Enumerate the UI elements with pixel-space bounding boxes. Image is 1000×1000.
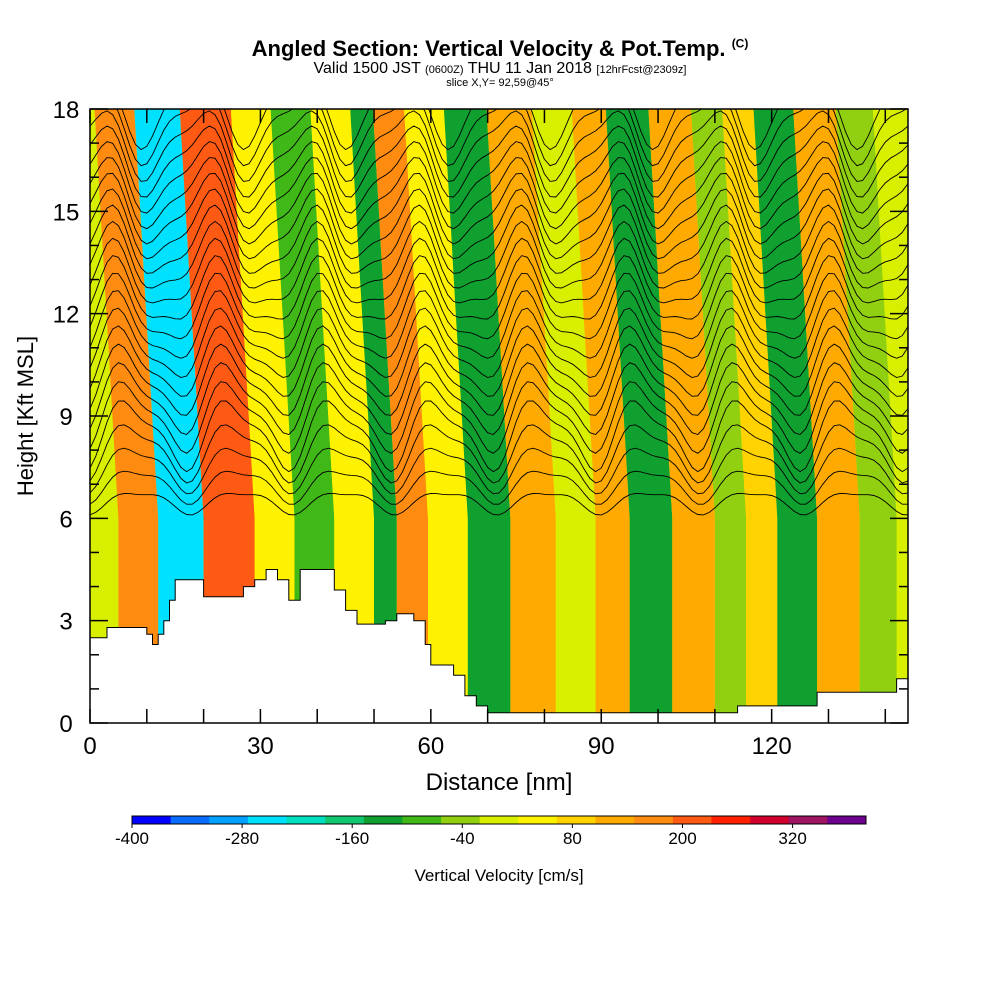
valid-date: THU 11 Jan 2018 bbox=[467, 60, 592, 77]
x-tick-label: 0 bbox=[83, 733, 96, 760]
isentrope bbox=[90, 325, 908, 397]
isentrope bbox=[116, 109, 907, 167]
chart-title: Angled Section: Vertical Velocity & Pot.… bbox=[0, 36, 1000, 62]
colorbar-swatch bbox=[363, 816, 403, 824]
y-tick-label: 12 bbox=[53, 302, 80, 329]
x-tick-label: 30 bbox=[247, 733, 274, 760]
isentrope bbox=[90, 493, 908, 516]
colorbar-swatch bbox=[750, 816, 790, 824]
x-axis: 0 30 60 90 120 bbox=[83, 109, 887, 760]
colorbar-swatch bbox=[556, 816, 597, 824]
isentrope bbox=[90, 141, 908, 214]
colorbar-tick-label: 320 bbox=[778, 829, 806, 848]
colorbar-swatch bbox=[788, 816, 828, 824]
isentrope bbox=[90, 400, 908, 473]
terrain bbox=[90, 569, 908, 723]
isentrope bbox=[90, 125, 908, 198]
colorbar-swatch bbox=[132, 816, 172, 824]
isentrope bbox=[90, 188, 908, 260]
isentrope bbox=[90, 447, 908, 495]
colorbar-swatch bbox=[518, 816, 558, 824]
isentrope bbox=[90, 343, 908, 416]
valid-time: Valid 1500 JST bbox=[313, 60, 421, 77]
y-tick-label: 6 bbox=[59, 506, 72, 533]
velocity-band bbox=[404, 109, 468, 723]
colorbar-tick-label: 80 bbox=[563, 829, 582, 848]
isentrope bbox=[90, 110, 908, 182]
colorbar-tick-label: -400 bbox=[115, 829, 149, 848]
isentrope bbox=[90, 204, 908, 274]
velocity-band bbox=[793, 109, 860, 723]
colorbar-swatch bbox=[711, 816, 751, 824]
chart-title-main: Angled Section: Vertical Velocity & Pot.… bbox=[251, 36, 726, 61]
colorbar-tick-label: -160 bbox=[335, 829, 369, 848]
isentrope bbox=[90, 220, 908, 289]
x-tick-label: 90 bbox=[588, 733, 615, 760]
isentrope bbox=[90, 237, 908, 304]
velocity-band bbox=[372, 109, 428, 723]
y-tick-label: 9 bbox=[59, 404, 72, 431]
velocity-band bbox=[486, 109, 556, 723]
isentrope bbox=[90, 272, 908, 340]
colorbar-swatch bbox=[595, 816, 635, 824]
isentrope bbox=[90, 255, 908, 320]
slice-info: slice X,Y= 92,59@45° bbox=[446, 77, 554, 89]
colorbar-swatch bbox=[209, 816, 249, 824]
velocity-band bbox=[605, 109, 673, 723]
forecast-info: [12hrFcst@2309z] bbox=[596, 64, 687, 76]
x-axis-label: Distance [nm] bbox=[426, 769, 573, 796]
isentrope bbox=[90, 381, 908, 454]
isentrope bbox=[90, 362, 908, 436]
chart-subtitle: Valid 1500 JST (0600Z) THU 11 Jan 2018 [… bbox=[0, 60, 1000, 78]
velocity-band bbox=[722, 109, 778, 723]
colorbar-swatch bbox=[672, 816, 712, 824]
y-tick-label: 0 bbox=[59, 711, 72, 738]
colorbar-swatch bbox=[247, 816, 288, 824]
velocity-band bbox=[94, 109, 159, 723]
x-tick-label: 60 bbox=[417, 733, 444, 760]
valid-utc: (0600Z) bbox=[425, 64, 464, 76]
colorbar-swatch bbox=[441, 816, 481, 824]
velocity-band bbox=[835, 109, 897, 723]
x-tick-label: 120 bbox=[752, 733, 792, 760]
isentrope bbox=[90, 470, 908, 505]
y-axis-label: Height [Kft MSL] bbox=[13, 336, 38, 496]
colorbar-swatch bbox=[286, 816, 326, 824]
y-axis: 0 3 6 9 12 15 18 bbox=[53, 97, 908, 738]
velocity-band bbox=[443, 109, 511, 723]
velocity-band bbox=[230, 109, 295, 723]
colorbar: -400 -280 -160 -40 80 200 320 bbox=[115, 815, 867, 848]
y-tick-label: 3 bbox=[59, 609, 72, 636]
isentrope bbox=[90, 424, 908, 484]
colorbar-frame bbox=[131, 815, 867, 825]
colorbar-tick-label: -40 bbox=[450, 829, 475, 848]
colorbar-swatch bbox=[479, 816, 519, 824]
colorbar-swatch bbox=[170, 816, 210, 824]
colorbar-swatch bbox=[827, 816, 867, 824]
colorbar-tick-label: 200 bbox=[668, 829, 696, 848]
isentrope bbox=[90, 157, 908, 230]
isentrope bbox=[90, 172, 908, 245]
colorbar-label: Vertical Velocity [cm/s] bbox=[414, 866, 583, 885]
isentrope bbox=[90, 307, 908, 378]
colorbar-swatch bbox=[634, 816, 674, 824]
velocity-band bbox=[179, 109, 255, 723]
colorbar-swatch bbox=[325, 816, 365, 824]
velocity-band bbox=[648, 109, 715, 723]
y-tick-label: 18 bbox=[53, 97, 80, 124]
colorbar-swatch bbox=[402, 816, 442, 824]
isentrope bbox=[90, 290, 908, 359]
chart-title-tag: (C) bbox=[731, 36, 749, 51]
velocity-band bbox=[753, 109, 818, 723]
velocity-band bbox=[571, 109, 630, 723]
y-tick-label: 15 bbox=[53, 199, 80, 226]
colorbar-tick-label: -280 bbox=[225, 829, 259, 848]
